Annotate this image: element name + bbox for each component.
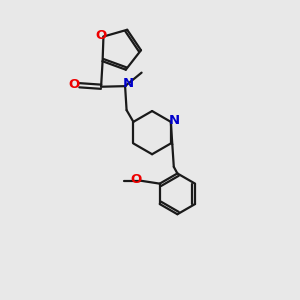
- Text: O: O: [68, 78, 80, 91]
- Text: O: O: [95, 29, 107, 43]
- Text: N: N: [122, 77, 134, 90]
- Text: O: O: [130, 173, 142, 186]
- Text: N: N: [169, 114, 180, 127]
